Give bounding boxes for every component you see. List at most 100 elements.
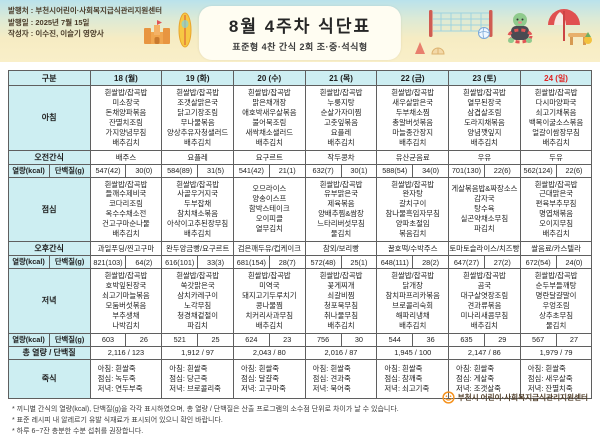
bf-kcal-22: 588(54) (376, 163, 414, 178)
total-label: 총 열량 / 단백질 (7, 345, 91, 360)
lu-kcal-23: 647(27) (448, 255, 485, 270)
protein-label: 단백질(g) (48, 163, 91, 178)
footer-org-text: 부천시 어린이·사회복지급식관리지원센터 (457, 393, 588, 402)
bf-kcal-24: 562(124) (519, 163, 557, 178)
title-box: 8월 4주차 식단표 표준형 4찬 간식 2회 조·중·석식형 (198, 6, 402, 60)
di-protein-24: 27 (555, 332, 593, 347)
lu-protein-24: 24(0) (555, 255, 593, 270)
dinner-energy-row: 열량(kcal) 단백질(g) 603 26 521 25 624 23 756… (7, 332, 593, 347)
day-header-20: 20 (수) (232, 70, 306, 86)
kcal-label: 열량(kcal) (7, 255, 50, 270)
di-kcal-18: 603 (89, 332, 127, 347)
shells-icon (415, 42, 445, 55)
di-protein-20: 23 (268, 332, 306, 347)
am-snack-21: 작두콩차 (304, 149, 378, 165)
footnotes: * 끼니별 간식의 열량(kcal), 단백질(g)을 각각 표시하였으며, 총… (12, 405, 399, 436)
day-header-18: 18 (월) (89, 70, 163, 86)
porridge-menu-21: 아침: 흰쌀죽 점심: 견과죽 저녁: 북어죽 (304, 358, 378, 399)
breakfast-menu-22: 흰쌀밥/잡곡밥 새우살맑은국 두부채소찜 총알버섯볶음 마늘종간장지 배추김치 (376, 85, 450, 151)
am-snack-row: 오전간식 배주스 요플레 요구르트 작두콩차 유산균음료 우유 두유 (7, 149, 593, 165)
am-snack-18: 배주스 (89, 149, 163, 165)
lunch-label: 점심 (7, 176, 91, 243)
di-kcal-22: 544 (376, 332, 414, 347)
breakfast-menu-23: 흰쌀밥/잡곡밥 열무된장국 삼겹살조림 도라지채볶음 양념깻잎지 배추김치 (448, 85, 521, 151)
lu-protein-23: 27(2) (483, 255, 521, 270)
di-protein-21: 30 (340, 332, 378, 347)
lu-kcal-20: 681(154) (232, 255, 270, 270)
breakfast-label: 아침 (7, 85, 91, 151)
total-23: 2,147 / 86 (448, 345, 521, 360)
page-subtitle: 표준형 4찬 간식 2회 조·중·석식형 (232, 42, 368, 52)
am-snack-22: 유산균음료 (376, 149, 450, 165)
dinner-menu-18: 흰쌀밥/잡곡밥 호박잎된장국 쇠고기마늘볶음 모둠버섯볶음 부추생채 나박김치 (89, 268, 163, 334)
breakfast-menu-19: 흰쌀밥/잡곡밥 조갯살맑은국 닭고기장조림 무나물볶음 양상추유자청샐러드 배추… (161, 85, 234, 151)
lunch-menu-22: 흰쌀밥/잡곡밥 완자탕 갈치구이 참나물흑임자무침 양파초절임 볶음김치 (376, 176, 450, 243)
day-header-21: 21 (목) (304, 70, 378, 86)
bf-kcal-20: 541(42) (232, 163, 270, 178)
day-header-24: 24 (일) (519, 70, 593, 86)
bf-protein-19: 31(5) (197, 163, 234, 178)
di-protein-23: 29 (483, 332, 521, 347)
di-protein-22: 36 (412, 332, 450, 347)
bf-protein-20: 21(1) (268, 163, 306, 178)
dinner-menu-21: 흰쌀밥/잡곡밥 꽃게찌개 쇠갈비찜 청포묵무침 취나물무침 배추김치 (304, 268, 378, 334)
bf-kcal-18: 547(42) (89, 163, 127, 178)
di-kcal-19: 521 (161, 332, 199, 347)
porridge-menu-22: 아침: 흰쌀죽 점심: 참깨죽 저녁: 쇠고기죽 (376, 358, 450, 399)
bf-kcal-23: 701(130) (448, 163, 485, 178)
am-snack-20: 요구르트 (232, 149, 306, 165)
am-snack-label: 오전간식 (7, 149, 91, 165)
breakfast-menu-21: 흰쌀밥/잡곡밥 누룽지탕 순살가자미찜 고춧잎볶음 요플레 배추김치 (304, 85, 378, 151)
bf-kcal-21: 632(7) (304, 163, 342, 178)
total-21: 2,016 / 87 (304, 345, 378, 360)
day-header-19: 19 (화) (161, 70, 234, 86)
beach-umbrella-icon (548, 9, 592, 45)
pm-snack-23: 토마토슬라이스/치즈빵 (448, 241, 521, 257)
lu-kcal-22: 648(111) (376, 255, 414, 270)
breakfast-menu-18: 흰쌀밥/잡곡밥 미소장국 돈채양파볶음 잔멸치조림 가지양념무침 배추김치 (89, 85, 163, 151)
hero-banner: 발행처 : 부천시어린이·사회복지급식관리지원센터 발행일 : 2025년 7월… (0, 0, 600, 62)
di-kcal-20: 624 (232, 332, 270, 347)
am-snack-23: 우유 (448, 149, 521, 165)
di-protein-19: 25 (197, 332, 234, 347)
dinner-menu-19: 흰쌀밥/잡곡밥 쑥갓맑은국 삼치카레구이 노각무침 청경채겉절이 파김치 (161, 268, 234, 334)
am-snack-24: 두유 (519, 149, 593, 165)
pm-snack-24: 쌀음료/카스텔라 (519, 241, 593, 257)
lu-kcal-18: 821(103) (89, 255, 127, 270)
total-20: 2,043 / 80 (232, 345, 306, 360)
lu-protein-19: 33(3) (197, 255, 234, 270)
porridge-menu-19: 아침: 흰쌀죽 점심: 당근죽 저녁: 브로콜리죽 (161, 358, 234, 399)
lunch-menu-21: 흰쌀밥/잡곡밥 유부맑은국 제육볶음 양배추찜&쌈장 느타리버섯무침 물김치 (304, 176, 378, 243)
lu-protein-18: 64(2) (125, 255, 163, 270)
dinner-menu-23: 흰쌀밥/잡곡밥 곰국 대구살엿장조림 견과류볶음 미나리새콤무침 배추김치 (448, 268, 521, 334)
corner-cell: 구분 (7, 70, 91, 86)
pm-snack-21: 참외/보리빵 (304, 241, 378, 257)
day-header-row: 구분 18 (월) 19 (화) 20 (수) 21 (목) 22 (금) 23… (7, 70, 593, 86)
di-protein-18: 26 (125, 332, 163, 347)
menu-table: 구분 18 (월) 19 (화) 20 (수) 21 (목) 22 (금) 23… (7, 70, 593, 399)
dinner-menu-20: 흰쌀밥/잡곡밥 미역국 돼지고기두루치기 콩나물찜 치커리사과무침 배추김치 (232, 268, 306, 334)
breakfast-menu-20: 흰쌀밥/잡곡밥 맑은채개장 애호박새우살볶음 불어묵조림 새싹채소샐러드 배추김… (232, 85, 306, 151)
dinner-label: 저녁 (7, 268, 91, 334)
pm-snack-20: 검은깨두유/컵케이크 (232, 241, 306, 257)
bf-kcal-19: 584(89) (161, 163, 199, 178)
pm-snack-row: 오후간식 과일푸딩/찐고구마 완두앙금빵/요구르트 검은깨두유/컵케이크 참외/… (7, 241, 593, 257)
publication-info: 발행처 : 부천시어린이·사회복지급식관리지원센터 발행일 : 2025년 7월… (8, 6, 163, 39)
breakfast-menu-24: 흰쌀밥/잡곡밥 다시마양파국 쇠고기채볶음 백목이굴소스볶음 얼갈이쌈장무침 배… (519, 85, 593, 151)
breakfast-energy-row: 열량(kcal) 단백질(g) 547(42) 30(0) 584(89) 31… (7, 163, 593, 178)
sandcastle-icon (144, 20, 170, 44)
footer-org: 부천시 어린이·사회복지급식관리지원센터 (441, 391, 588, 404)
lunch-menu-20: 오므라이스 양송이스프 함박스테이크 오이피클 열무김치 (232, 176, 306, 243)
porridge-menu-18: 아침: 흰쌀죽 점심: 녹두죽 저녁: 연두부죽 (89, 358, 163, 399)
bf-protein-24: 22(6) (555, 163, 593, 178)
lu-protein-22: 28(2) (412, 255, 450, 270)
pm-snack-19: 완두앙금빵/요구르트 (161, 241, 234, 257)
porridge-menu-24: 아침: 흰쌀죽 점심: 새우살죽 저녁: 잔멸치죽 (519, 358, 593, 399)
pm-snack-label: 오후간식 (7, 241, 91, 257)
porridge-label: 죽식 (7, 358, 91, 399)
lu-protein-20: 28(7) (268, 255, 306, 270)
di-kcal-21: 756 (304, 332, 342, 347)
pm-snack-22: 꿀호떡/수박주스 (376, 241, 450, 257)
lunch-menu-23: 게살볶음밥&짜장소스 감자국 탕수육 실곤약채소무침 파김치 (448, 176, 521, 243)
